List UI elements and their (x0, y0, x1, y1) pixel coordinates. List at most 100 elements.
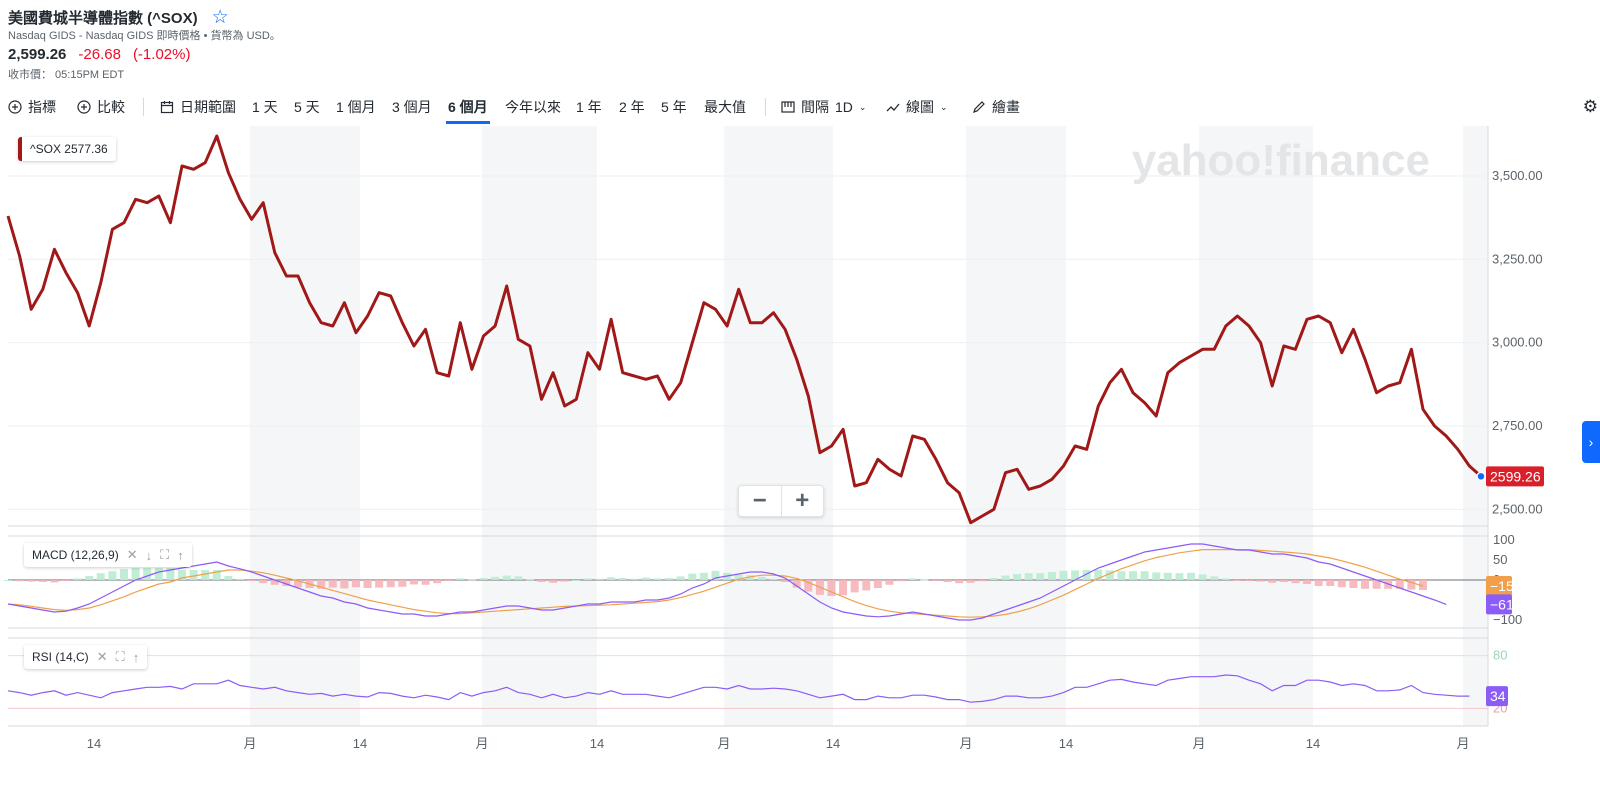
macd-histogram-bar (375, 580, 384, 588)
x-tick-label: 14 (826, 736, 840, 751)
macd-histogram-bar (38, 580, 47, 582)
indicators-button[interactable]: 指標 (8, 97, 56, 117)
macd-histogram-bar (131, 568, 140, 580)
page-title: 美國費城半導體指數 (^SOX) ☆ (8, 7, 229, 28)
draw-label: 繪畫 (992, 99, 1020, 115)
last-price-badge: 2599.26 (1490, 468, 1541, 484)
macd-histogram-bar (1024, 573, 1033, 580)
gear-icon[interactable]: ⚙ (1582, 97, 1598, 116)
macd-histogram-bar (212, 570, 221, 580)
range-1m[interactable]: 1 個月 (336, 99, 376, 115)
close-icon[interactable]: ✕ (126, 547, 138, 562)
x-tick-label: 月 (959, 736, 972, 751)
interval-dropdown[interactable]: 間隔 1D ⌄ (781, 97, 866, 117)
range-1d[interactable]: 1 天 (252, 99, 278, 115)
range-ytd[interactable]: 今年以來 (505, 99, 561, 115)
macd-histogram-bar (224, 576, 233, 580)
macd-histogram-bar (421, 580, 430, 585)
compare-button[interactable]: 比較 (77, 97, 125, 117)
x-tick-label: 月 (243, 736, 256, 751)
toolbar-divider (143, 98, 144, 116)
macd-histogram-bar (1013, 574, 1022, 580)
last-price-dot (1476, 471, 1486, 482)
price-tick-label: 3,500.00 (1492, 168, 1543, 183)
last-price-badge-bg (1486, 466, 1544, 487)
price-tick-label: 2,750.00 (1492, 418, 1543, 433)
expand-icon[interactable]: ⛶ (160, 547, 170, 562)
macd-histogram-bar (665, 578, 674, 580)
macd-histogram-bar (456, 578, 465, 580)
macd-histogram-bar (978, 580, 987, 582)
macd-histogram-bar (1163, 572, 1172, 580)
macd-histogram-bar (177, 570, 186, 580)
macd-histogram-bar (908, 578, 917, 580)
interval-value: 1D (835, 99, 853, 115)
range-5d[interactable]: 5 天 (294, 99, 320, 115)
market-closed-label: 收市價： 05:15PM EDT (8, 69, 125, 81)
x-axis-labels: 14 月 14 月 14 月 14 月 14 月 14 月 (87, 736, 1470, 751)
macd-histogram-bar (757, 576, 766, 580)
macd-histogram-bar (1047, 572, 1056, 580)
macd-histogram-bar (1303, 580, 1312, 584)
macd-histogram-bar (4, 580, 12, 581)
macd-histogram-bar (398, 580, 407, 587)
chart-type-dropdown[interactable]: 線圖 ⌄ (886, 97, 948, 117)
quote-source: Nasdaq GIDS - Nasdaq GIDS 即時價格 • 貨幣為 USD… (8, 30, 281, 42)
range-3m[interactable]: 3 個月 (392, 99, 432, 115)
macd-histogram-bar (1152, 572, 1161, 580)
arrow-up-icon[interactable]: ↑ (132, 649, 140, 665)
interval-label: 間隔 (801, 99, 829, 115)
macd-histogram-bar (1082, 570, 1091, 580)
macd-histogram-bar (119, 569, 128, 580)
draw-button[interactable]: 繪畫 (972, 97, 1020, 117)
macd-histogram-bar (467, 579, 476, 581)
macd-histogram-bar (1175, 573, 1184, 580)
close-icon[interactable]: ✕ (96, 649, 108, 664)
zoom-controls: − + (738, 485, 824, 517)
rsi-legend[interactable]: RSI (14,C) ✕ ⛶ ↑ (24, 645, 148, 669)
macd-histogram-bar (96, 573, 105, 580)
range-max[interactable]: 最大值 (704, 99, 746, 115)
range-1y[interactable]: 1 年 (576, 99, 602, 115)
zoom-in-button[interactable]: + (780, 486, 824, 516)
macd-legend[interactable]: MACD (12,26,9) ✕ ↓ ⛶ ↑ (24, 543, 192, 567)
expand-icon[interactable]: ⛶ (115, 649, 125, 664)
date-range-button[interactable]: 日期範圍 (160, 97, 236, 117)
range-5y[interactable]: 5 年 (661, 99, 687, 115)
x-tick-label: 14 (353, 736, 367, 751)
price-legend-label: ^SOX 2577.36 (30, 142, 108, 156)
macd-histogram-bar (1361, 580, 1370, 589)
macd-histogram-bar (259, 580, 268, 584)
macd-histogram-bar (270, 580, 279, 585)
macd-tick-label: −100 (1493, 612, 1522, 627)
chevron-down-icon: ⌄ (940, 101, 948, 112)
macd-histogram-bar (1117, 571, 1126, 580)
macd-histogram-bar (502, 575, 511, 580)
macd-histogram-bar (525, 579, 534, 581)
macd-histogram-bar (572, 580, 581, 581)
macd-histogram-bar (1233, 580, 1242, 581)
scroll-right-button[interactable]: › (1582, 421, 1600, 463)
star-icon[interactable]: ☆ (211, 7, 229, 28)
zoom-out-button[interactable]: − (752, 487, 767, 514)
price-legend[interactable]: ^SOX 2577.36 (18, 137, 116, 161)
macd-histogram-bar (1094, 569, 1103, 580)
macd-histogram-bar (340, 580, 349, 589)
macd-histogram-bar (873, 580, 882, 588)
arrow-down-icon[interactable]: ↓ (145, 547, 153, 563)
macd-histogram-bar (1245, 580, 1254, 581)
macd-histogram-bar (920, 579, 929, 581)
macd-histogram-bar (653, 578, 662, 580)
macd-histogram-bar (317, 580, 326, 589)
range-6m[interactable]: 6 個月 (446, 97, 490, 124)
x-tick-label: 14 (1306, 736, 1320, 751)
macd-histogram-bar (1140, 571, 1149, 580)
macd-histogram-bar (166, 568, 175, 580)
range-2y[interactable]: 2 年 (619, 99, 645, 115)
macd-histogram-bar (711, 570, 720, 580)
x-tick-label: 月 (717, 736, 730, 751)
arrow-up-icon[interactable]: ↑ (177, 547, 184, 563)
compare-label: 比較 (97, 99, 125, 115)
toolbar-divider (765, 98, 766, 116)
